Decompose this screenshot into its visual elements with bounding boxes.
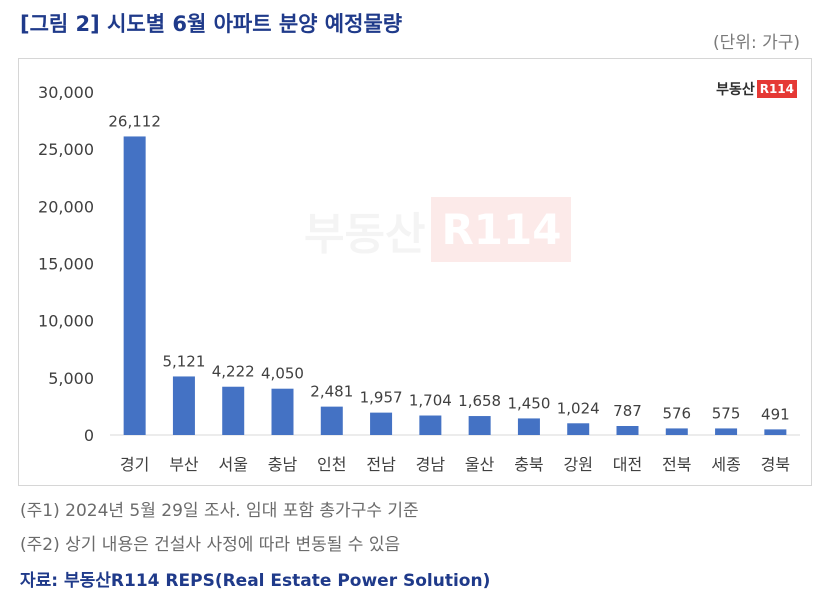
- data-label: 576: [662, 404, 691, 422]
- unit-label: (단위: 가구): [713, 33, 800, 53]
- x-tick-label: 대전: [613, 455, 642, 474]
- y-tick-label: 5,000: [48, 369, 94, 388]
- data-label: 1,704: [409, 392, 452, 410]
- x-tick-label: 경북: [761, 455, 790, 474]
- y-tick-label: 25,000: [38, 140, 94, 159]
- data-label: 575: [712, 404, 741, 422]
- data-label: 4,222: [212, 363, 255, 381]
- x-tick-label: 서울: [218, 455, 247, 474]
- logo-text: 부동산: [716, 82, 755, 98]
- data-label: 1,658: [458, 392, 501, 410]
- bar-경북: [764, 429, 787, 435]
- logo-badge: R114: [756, 80, 797, 98]
- chart-title: [그림 2] 시도별 6월 아파트 분양 예정물량: [20, 12, 403, 36]
- x-tick-label: 경남: [416, 455, 446, 474]
- watermark-badge: R114: [431, 197, 572, 262]
- x-tick-label: 충북: [514, 455, 543, 474]
- bar-서울: [222, 386, 245, 435]
- bar-인천: [320, 406, 343, 435]
- chart-frame: 부동산 R114 부동산 R114: [18, 58, 812, 486]
- note-2: (주2) 상기 내용은 건설사 사정에 따라 변동될 수 있음: [20, 535, 401, 555]
- data-label: 5,121: [162, 352, 205, 370]
- bar-강원: [567, 423, 590, 435]
- x-tick-label: 강원: [563, 455, 592, 474]
- data-label: 1,450: [507, 394, 550, 412]
- x-tick-label: 경기: [120, 455, 149, 474]
- data-label: 2,481: [310, 383, 353, 401]
- bar-경남: [419, 415, 442, 435]
- data-label: 491: [761, 405, 790, 423]
- x-tick-label: 전남: [366, 455, 396, 474]
- bar-충남: [271, 388, 294, 435]
- bar-울산: [468, 416, 491, 435]
- data-label: 1,957: [360, 389, 403, 407]
- bar-전남: [370, 412, 393, 435]
- brand-logo: 부동산 R114: [716, 79, 797, 99]
- watermark: 부동산 R114: [304, 197, 572, 262]
- data-label: 26,112: [108, 112, 161, 130]
- bar-충북: [517, 418, 540, 435]
- x-tick-label: 인천: [317, 455, 346, 474]
- x-tick-label: 울산: [465, 455, 495, 474]
- bar-경기: [123, 136, 146, 435]
- bar-대전: [616, 426, 639, 435]
- y-tick-label: 30,000: [38, 83, 94, 102]
- bar-세종: [715, 428, 738, 435]
- x-tick-label: 부산: [169, 455, 199, 474]
- y-tick-label: 15,000: [38, 255, 94, 274]
- data-label: 787: [613, 402, 642, 420]
- x-tick-label: 전북: [662, 455, 691, 474]
- bar-전북: [665, 428, 688, 435]
- y-tick-label: 0: [84, 426, 94, 445]
- data-label: 4,050: [261, 365, 304, 383]
- y-tick-label: 10,000: [38, 312, 94, 331]
- x-tick-label: 세종: [711, 455, 740, 474]
- note-1: (주1) 2024년 5월 29일 조사. 임대 포함 총가구수 기준: [20, 501, 419, 521]
- data-label: 1,024: [557, 399, 600, 417]
- x-tick-label: 충남: [268, 455, 298, 474]
- y-tick-label: 20,000: [38, 197, 94, 216]
- bar-부산: [172, 376, 195, 435]
- source-label: 자료: 부동산R114 REPS(Real Estate Power Solut…: [20, 571, 491, 591]
- watermark-text: 부동산: [304, 208, 426, 260]
